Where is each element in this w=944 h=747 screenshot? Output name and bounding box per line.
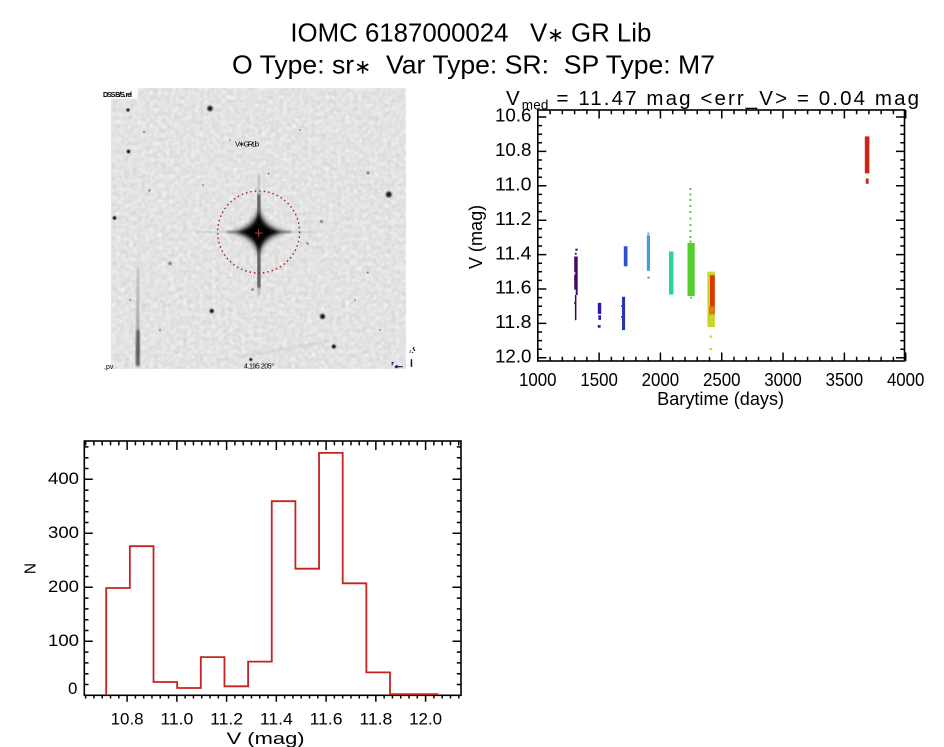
svg-text:11.4: 11.4 [495, 243, 532, 263]
svg-text:10.8: 10.8 [495, 140, 532, 160]
svg-text:IOMC 6187000024 V∗ GR Lib: IOMC 6187000024 V∗ GR Lib [290, 18, 651, 48]
svg-text:V (mag): V (mag) [227, 729, 305, 747]
svg-text:100: 100 [48, 631, 79, 650]
svg-text:4.195 205°: 4.195 205° [244, 363, 274, 371]
svg-text:DSS B/S. rel: DSS B/S. rel [103, 92, 132, 99]
svg-text:4000: 4000 [887, 370, 925, 390]
svg-text:2500: 2500 [703, 370, 741, 390]
svg-text:12.0: 12.0 [495, 347, 532, 367]
svg-text:N: N [23, 563, 40, 574]
svg-text:200: 200 [48, 577, 79, 596]
svg-text:11.6: 11.6 [495, 278, 532, 298]
svg-text:Barytime (days): Barytime (days) [657, 389, 784, 409]
svg-text:V∗ GR Lib: V∗ GR Lib [235, 140, 259, 149]
svg-text:3000: 3000 [764, 370, 802, 390]
svg-text:10.8: 10.8 [111, 710, 144, 729]
svg-text:300: 300 [48, 523, 79, 542]
svg-text:400: 400 [48, 469, 79, 488]
svg-text:,pv: ,pv [104, 364, 114, 371]
svg-text:11.2: 11.2 [495, 209, 532, 229]
svg-text:V (mag): V (mag) [466, 205, 486, 269]
svg-text:2000: 2000 [642, 370, 680, 390]
svg-text:0: 0 [68, 679, 77, 698]
svg-text:12.0: 12.0 [409, 710, 442, 729]
svg-text:11.8: 11.8 [495, 312, 532, 332]
svg-text:11.0: 11.0 [495, 175, 532, 195]
svg-text:11.8: 11.8 [359, 710, 392, 729]
svg-text:1000: 1000 [519, 370, 557, 390]
svg-text:11.2: 11.2 [210, 710, 243, 729]
svg-text:1500: 1500 [580, 370, 618, 390]
svg-text:11.0: 11.0 [160, 710, 193, 729]
svg-text:11.6: 11.6 [310, 710, 343, 729]
svg-text:3500: 3500 [826, 370, 864, 390]
svg-text:10.6: 10.6 [495, 106, 532, 126]
svg-text:Vmed = 11.47 mag <err_V> = 0.0: Vmed = 11.47 mag <err_V> = 0.04 mag [506, 87, 921, 113]
svg-text:11.4: 11.4 [260, 710, 293, 729]
svg-text:O Type: sr∗ Var Type: SR: SP: O Type: sr ∗ Var Type: SR: SP Type: M7 [232, 50, 715, 80]
